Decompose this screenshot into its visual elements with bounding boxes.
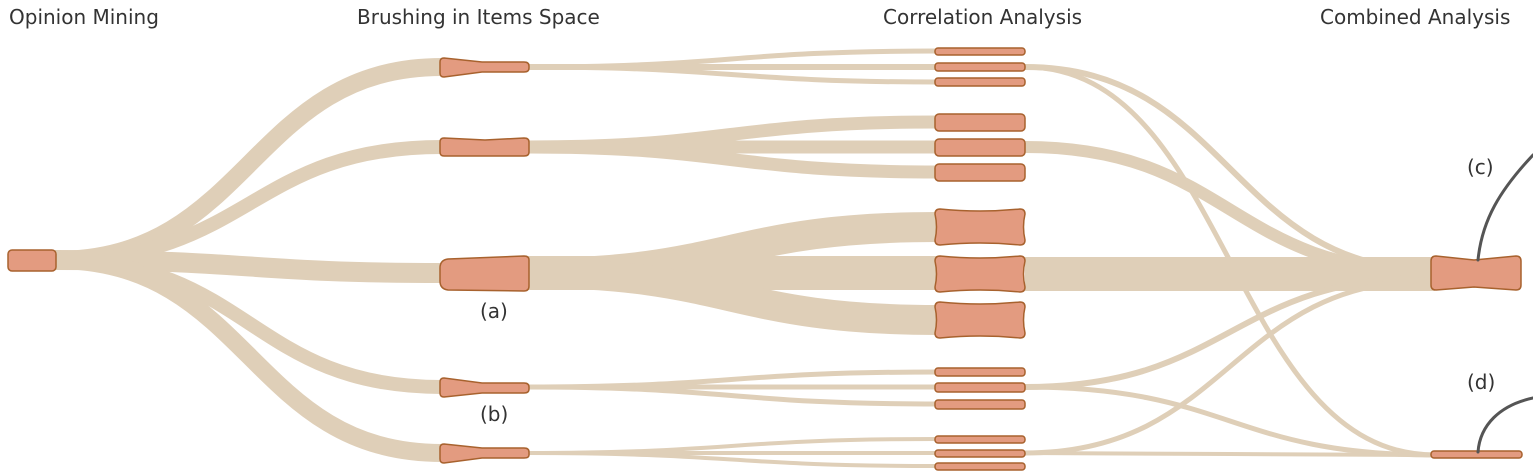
node-combined-d: [1430, 450, 1523, 459]
node-corr-6: [934, 163, 1026, 182]
flow-nodes: [7, 47, 1523, 471]
stage-title-combined: Combined Analysis: [1320, 5, 1510, 29]
flow-link-opinion-brush1: [54, 58, 443, 269]
node-brush-1: [439, 57, 530, 78]
node-corr-1: [934, 47, 1026, 56]
callout-connector-d: [1476, 396, 1533, 454]
flow-link-corr11-combined-c: [1024, 274, 1436, 390]
callout-c: (c): [1467, 155, 1494, 179]
stage-title-correlation: Correlation Analysis: [883, 5, 1082, 29]
flow-link-corr2-combined-c: [1024, 64, 1436, 273]
flow-link-corr14-combined-c: [1024, 277, 1436, 456]
node-corr-11: [934, 382, 1026, 393]
flow-links: [54, 48, 1436, 468]
callout-connector-c: [1476, 153, 1533, 262]
node-brush-3: [439, 255, 530, 292]
node-corr-13: [934, 435, 1026, 444]
node-brush-2: [439, 137, 530, 157]
node-corr-5: [934, 138, 1026, 157]
node-corr-15: [934, 462, 1026, 471]
node-corr-7: [934, 208, 1026, 246]
flow-link-brush5-corr15: [527, 451, 939, 468]
flow-link-opinion-brush5: [54, 251, 443, 462]
node-corr-9: [934, 301, 1026, 339]
callout-a: (a): [480, 299, 508, 323]
flow-link-brush5-corr13: [527, 437, 939, 455]
node-corr-2: [934, 62, 1026, 72]
flow-link-brush3-corr9: [527, 258, 939, 335]
flow-link-brush1-corr3: [527, 64, 939, 85]
node-opinion-mining: [7, 249, 57, 272]
stage-title-opinion-mining: Opinion Mining: [9, 5, 159, 29]
flow-link-brush4-corr12: [527, 384, 939, 407]
node-corr-14: [934, 449, 1026, 458]
node-corr-4: [934, 113, 1026, 132]
node-corr-12: [934, 399, 1026, 410]
flow-link-brush2-corr6: [527, 140, 939, 179]
node-corr-10: [934, 367, 1026, 377]
callout-connectors: [1476, 153, 1533, 454]
flow-link-corr14-combined-d: [1024, 451, 1436, 457]
callout-d: (d): [1467, 370, 1495, 394]
callout-b: (b): [480, 402, 508, 426]
node-brush-4: [439, 377, 530, 398]
node-corr-3: [934, 77, 1026, 87]
flow-link-corr11-combined-d: [1024, 384, 1436, 458]
node-combined-c: [1430, 255, 1522, 291]
node-corr-8: [934, 255, 1026, 293]
node-brush-5: [439, 443, 530, 464]
stage-title-brushing: Brushing in Items Space: [357, 5, 600, 29]
